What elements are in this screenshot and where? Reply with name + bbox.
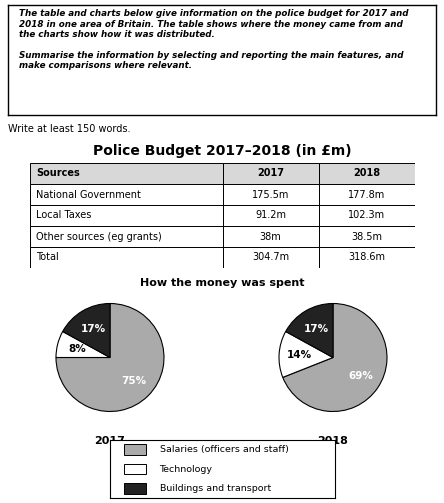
Text: 2017: 2017 <box>257 169 284 179</box>
Text: Local Taxes: Local Taxes <box>36 210 91 220</box>
Text: 17%: 17% <box>80 324 106 333</box>
Text: 38.5m: 38.5m <box>351 231 382 241</box>
Bar <box>222 247 319 268</box>
Text: Other sources (eg grants): Other sources (eg grants) <box>36 231 162 241</box>
Text: Buildings and transport: Buildings and transport <box>159 484 271 493</box>
Text: 304.7m: 304.7m <box>252 253 289 263</box>
Wedge shape <box>56 303 164 411</box>
Text: Total: Total <box>36 253 59 263</box>
Text: 2018: 2018 <box>317 436 349 446</box>
Bar <box>30 163 222 184</box>
Bar <box>30 205 222 226</box>
Text: 8%: 8% <box>69 344 87 354</box>
Bar <box>30 226 222 247</box>
Bar <box>319 163 415 184</box>
Text: 102.3m: 102.3m <box>348 210 385 220</box>
Text: 318.6m: 318.6m <box>349 253 385 263</box>
Bar <box>319 247 415 268</box>
Wedge shape <box>279 331 333 377</box>
Bar <box>30 184 222 205</box>
Text: Write at least 150 words.: Write at least 150 words. <box>8 124 131 134</box>
Bar <box>319 184 415 205</box>
Text: 2018: 2018 <box>353 169 381 179</box>
Wedge shape <box>285 303 333 358</box>
Text: The table and charts below give information on the police budget for 2017 and
20: The table and charts below give informat… <box>19 10 408 70</box>
Bar <box>222 184 319 205</box>
Wedge shape <box>63 303 110 358</box>
Text: 14%: 14% <box>287 351 312 360</box>
Bar <box>319 205 415 226</box>
Bar <box>222 205 319 226</box>
Bar <box>222 163 319 184</box>
Wedge shape <box>56 331 110 358</box>
Text: 91.2m: 91.2m <box>255 210 286 220</box>
Text: Sources: Sources <box>36 169 79 179</box>
Text: How the money was spent: How the money was spent <box>140 278 304 288</box>
Text: 2017: 2017 <box>95 436 126 446</box>
Bar <box>319 226 415 247</box>
Text: 38m: 38m <box>260 231 281 241</box>
Bar <box>123 483 146 493</box>
Text: 177.8m: 177.8m <box>348 190 385 200</box>
Text: Technology: Technology <box>159 464 213 473</box>
Text: 69%: 69% <box>348 371 373 381</box>
Bar <box>222 226 319 247</box>
Bar <box>123 464 146 474</box>
Text: 175.5m: 175.5m <box>252 190 289 200</box>
Wedge shape <box>283 303 387 411</box>
Text: 17%: 17% <box>303 324 329 333</box>
Text: Police Budget 2017–2018 (in £m): Police Budget 2017–2018 (in £m) <box>93 144 351 158</box>
Text: National Government: National Government <box>36 190 141 200</box>
Bar <box>123 445 146 455</box>
Text: 75%: 75% <box>121 376 146 386</box>
Bar <box>30 247 222 268</box>
Text: Salaries (officers and staff): Salaries (officers and staff) <box>159 445 288 454</box>
